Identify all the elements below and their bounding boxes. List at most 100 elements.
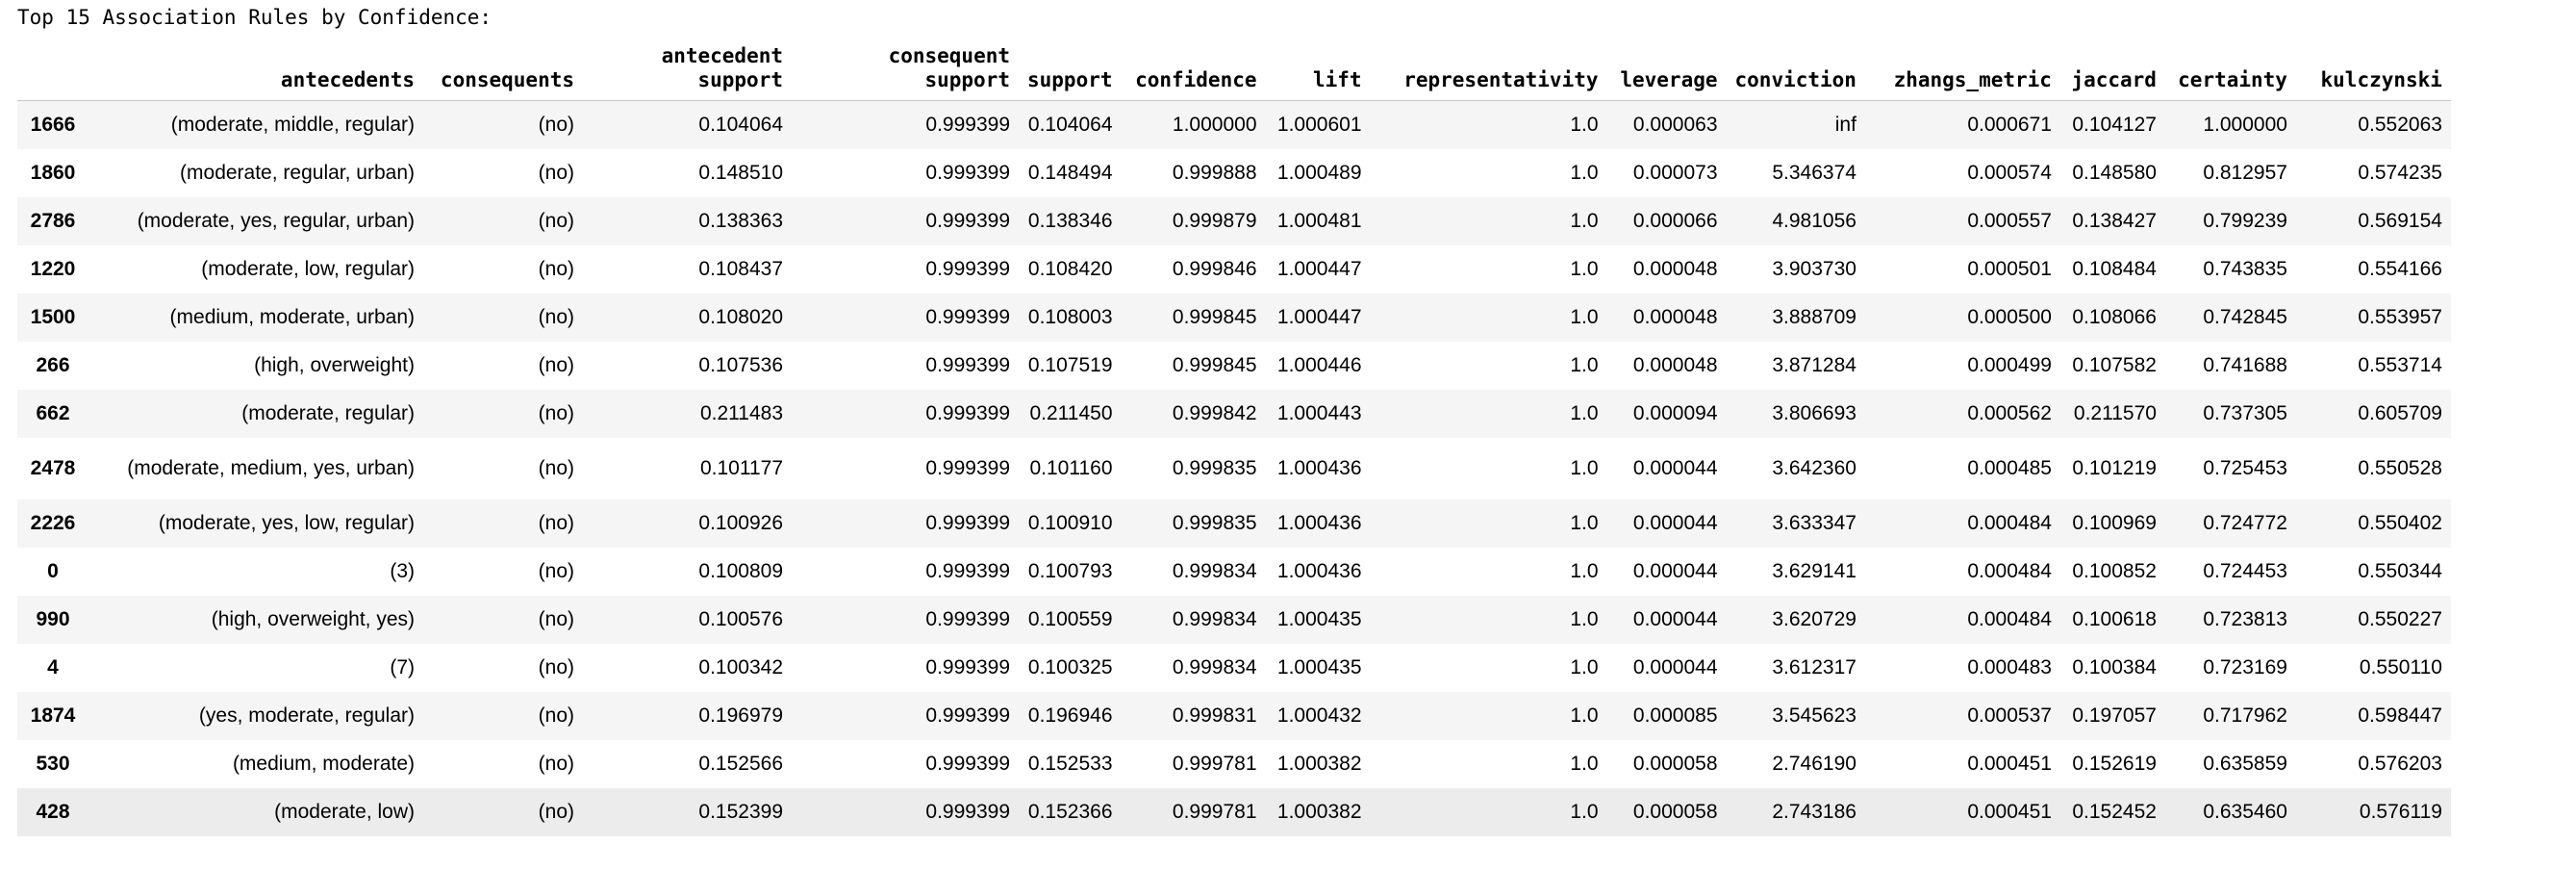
- column-header-index: [17, 38, 88, 101]
- antecedents-cell: (moderate, low): [274, 800, 415, 823]
- antecedents-cell: (moderate, medium, yes, urban): [127, 457, 415, 479]
- consequent-support-cell: 0.999399: [925, 209, 1010, 232]
- representativity-cell: 1.0: [1570, 353, 1599, 376]
- antecedents-cell: (yes, moderate, regular): [198, 704, 415, 727]
- confidence-cell: 0.999781: [1172, 752, 1257, 775]
- consequent-support-cell: 0.999399: [925, 511, 1010, 534]
- support-cell: 0.152533: [1027, 752, 1113, 775]
- antecedent-support-cell: 0.211483: [699, 401, 783, 424]
- confidence-cell: 0.999842: [1172, 401, 1257, 424]
- jaccard-cell: 0.148580: [2072, 161, 2157, 184]
- confidence-cell: 0.999781: [1172, 800, 1257, 823]
- conviction-cell: 5.346374: [1772, 161, 1856, 184]
- zhangs-metric-cell: 0.000451: [1967, 752, 2052, 775]
- zhangs-metric-cell: 0.000501: [1967, 257, 2052, 280]
- conviction-cell: 3.806693: [1772, 401, 1856, 424]
- row-index: 990: [36, 607, 70, 630]
- conviction-cell: 2.743186: [1772, 800, 1856, 823]
- confidence-cell: 1.000000: [1172, 113, 1257, 136]
- leverage-cell: 0.000063: [1632, 113, 1718, 136]
- jaccard-cell: 0.152619: [2072, 752, 2157, 775]
- leverage-cell: 0.000058: [1632, 800, 1718, 823]
- zhangs-metric-cell: 0.000483: [1967, 655, 2052, 678]
- conviction-cell: 3.888709: [1772, 305, 1856, 328]
- support-cell: 0.100325: [1027, 655, 1113, 678]
- antecedents-cell: (moderate, yes, regular, urban): [137, 209, 415, 232]
- certainty-cell: 0.717962: [2203, 704, 2287, 727]
- certainty-cell: 0.724453: [2203, 559, 2287, 582]
- certainty-cell: 0.723169: [2203, 655, 2287, 678]
- antecedent-support-cell: 0.108437: [698, 257, 783, 280]
- conviction-cell: 3.871284: [1772, 353, 1856, 376]
- column-header-support: support: [1019, 38, 1122, 101]
- row-index: 1666: [30, 113, 76, 136]
- consequent-support-cell: 0.999399: [925, 305, 1010, 328]
- antecedents-cell: (moderate, middle, regular): [170, 113, 415, 136]
- row-index: 2226: [30, 511, 76, 534]
- consequent-support-cell: 0.999399: [925, 607, 1010, 630]
- table-row: 266 (high, overweight) (no) 0.107536 0.99939…: [17, 341, 2451, 390]
- jaccard-cell: 0.100618: [2072, 607, 2157, 630]
- certainty-cell: 0.742845: [2203, 305, 2287, 328]
- jaccard-cell: 0.107582: [2072, 353, 2157, 376]
- table-row: 2786 (moderate, yes, regular, urban) (no) 0…: [17, 196, 2451, 245]
- certainty-cell: 0.812957: [2203, 161, 2287, 184]
- column-header-lift: lift: [1265, 38, 1371, 101]
- conviction-cell: 3.612317: [1772, 655, 1856, 678]
- header-row: antecedents consequents antecedent suppo…: [17, 38, 2451, 101]
- lift-cell: 1.000446: [1276, 353, 1362, 376]
- lift-cell: 1.000447: [1276, 257, 1362, 280]
- row-index: 428: [36, 800, 70, 823]
- column-header-consequent-support: consequent support: [792, 38, 1019, 101]
- confidence-cell: 0.999846: [1172, 257, 1257, 280]
- column-header-antecedent-support: antecedent support: [583, 38, 792, 101]
- antecedents-cell: (medium, moderate, urban): [169, 305, 415, 328]
- support-cell: 0.100793: [1027, 559, 1113, 582]
- antecedent-support-cell: 0.100576: [698, 607, 783, 630]
- table-row: 530 (medium, moderate) (no) 0.152566 0.99939…: [17, 739, 2451, 788]
- zhangs-metric-cell: 0.000484: [1967, 559, 2052, 582]
- representativity-cell: 1.0: [1570, 305, 1599, 328]
- consequents-cell: (no): [538, 704, 574, 727]
- representativity-cell: 1.0: [1570, 559, 1599, 582]
- certainty-cell: 0.724772: [2203, 511, 2287, 534]
- kulczynski-cell: 0.553714: [2358, 353, 2442, 376]
- conviction-cell: 3.545623: [1772, 704, 1856, 727]
- row-index: 1860: [30, 161, 76, 184]
- jaccard-cell: 0.138427: [2072, 209, 2157, 232]
- consequents-cell: (no): [538, 655, 574, 678]
- representativity-cell: 1.0: [1570, 752, 1599, 775]
- lift-cell: 1.000601: [1276, 113, 1362, 136]
- kulczynski-cell: 0.552063: [2358, 113, 2442, 136]
- row-index: 2478: [30, 456, 76, 479]
- consequent-support-cell: 0.999399: [925, 353, 1010, 376]
- certainty-cell: 0.741688: [2203, 353, 2287, 376]
- table-row: 1666 (moderate, middle, regular) (no) 0.104…: [17, 100, 2451, 149]
- representativity-cell: 1.0: [1570, 511, 1599, 534]
- jaccard-cell: 0.152452: [2072, 800, 2157, 823]
- conviction-cell: 2.746190: [1772, 752, 1856, 775]
- lift-cell: 1.000435: [1276, 655, 1362, 678]
- jaccard-cell: 0.101219: [2072, 456, 2157, 479]
- table-row: 662 (moderate, regular) (no) 0.211483 0.9993…: [17, 389, 2451, 438]
- zhangs-metric-cell: 0.000562: [1967, 401, 2052, 424]
- table-row: 2478 (moderate, medium, yes, urban) (no) 0.…: [17, 437, 2451, 499]
- conviction-cell: 3.629141: [1772, 559, 1856, 582]
- lift-cell: 1.000382: [1276, 752, 1362, 775]
- conviction-cell: 3.903730: [1772, 257, 1856, 280]
- jaccard-cell: 0.197057: [2072, 704, 2157, 727]
- representativity-cell: 1.0: [1570, 800, 1599, 823]
- zhangs-metric-cell: 0.000557: [1967, 209, 2052, 232]
- consequents-cell: (no): [538, 257, 574, 280]
- leverage-cell: 0.000044: [1632, 655, 1718, 678]
- leverage-cell: 0.000058: [1632, 752, 1718, 775]
- row-index: 1220: [30, 257, 76, 280]
- certainty-cell: 0.635859: [2203, 752, 2287, 775]
- zhangs-metric-cell: 0.000484: [1967, 511, 2052, 534]
- support-cell: 0.107519: [1027, 353, 1113, 376]
- certainty-cell: 0.723813: [2203, 607, 2287, 630]
- zhangs-metric-cell: 0.000671: [1967, 113, 2052, 136]
- representativity-cell: 1.0: [1570, 257, 1599, 280]
- kulczynski-cell: 0.576203: [2358, 752, 2442, 775]
- support-cell: 0.100559: [1027, 607, 1113, 630]
